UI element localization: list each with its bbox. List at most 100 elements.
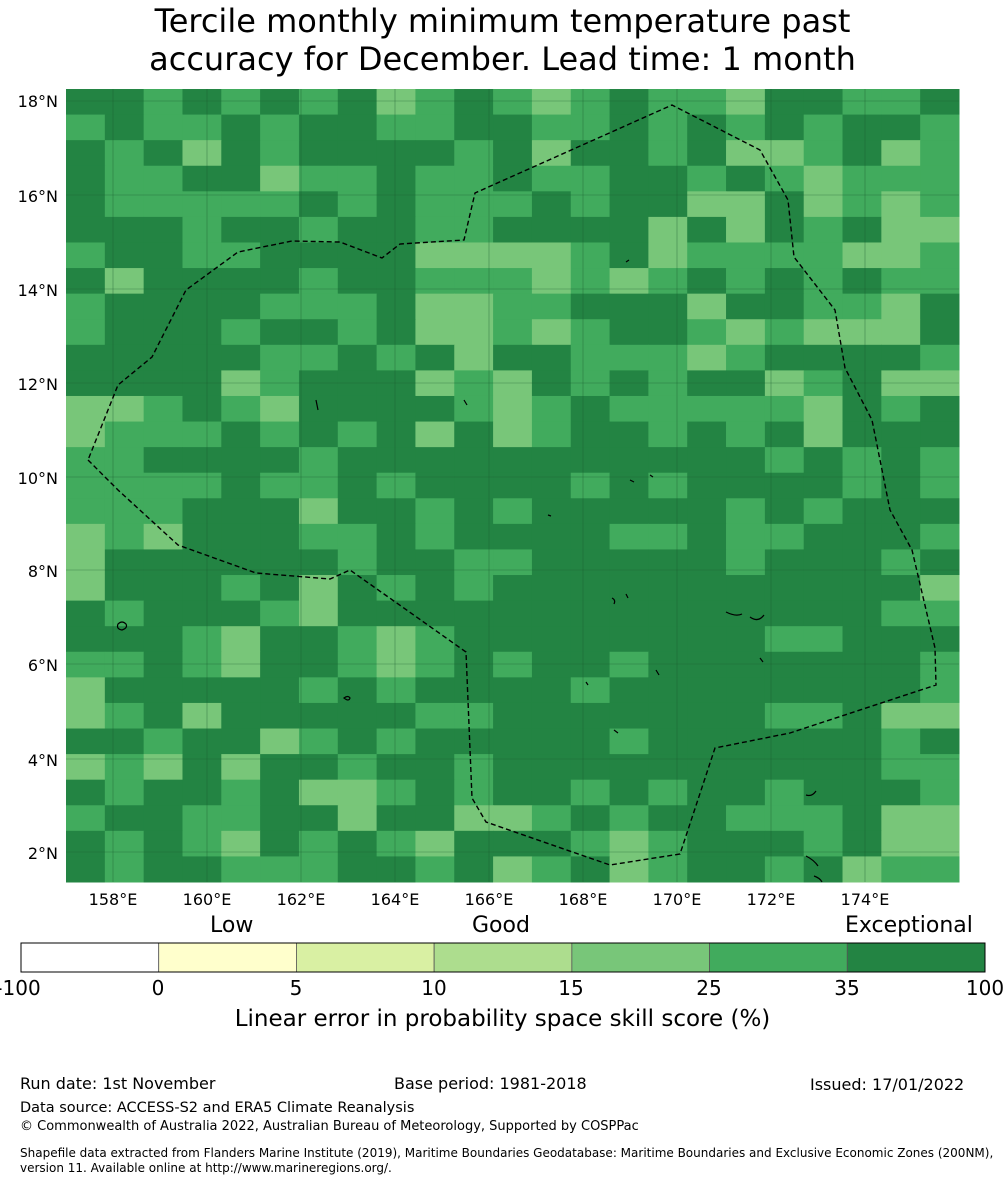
grid-cell [920, 472, 960, 499]
grid-cell [376, 856, 416, 883]
grid-cell [66, 395, 106, 423]
grid-cell [842, 549, 882, 576]
grid-cell [454, 165, 494, 192]
grid-cell [454, 702, 494, 730]
grid-cell [570, 114, 611, 141]
grid-cell [764, 114, 805, 141]
grid-cell [726, 754, 766, 781]
grid-cell [764, 805, 805, 832]
grid-cell [66, 626, 106, 653]
grid-cell [454, 268, 494, 295]
grid-cell [298, 165, 339, 192]
grid-cell [687, 575, 727, 602]
shapefile-credit-line-2: version 11. Available online at http://w… [20, 1161, 392, 1175]
grid-cell [726, 600, 766, 627]
grid-cell [531, 191, 572, 218]
grid-cell [920, 191, 960, 218]
grid-cell [454, 114, 494, 141]
grid-cell [260, 626, 300, 653]
grid-cell [182, 600, 222, 627]
grid-cell [493, 421, 533, 448]
grid-cell [143, 447, 183, 474]
grid-cell [842, 447, 882, 474]
grid-cell [454, 319, 494, 346]
grid-cell [182, 447, 222, 474]
grid-cell [803, 114, 844, 141]
grid-cell [493, 191, 533, 218]
grid-cell [298, 728, 339, 755]
grid-cell [920, 319, 960, 346]
grid-cell [764, 140, 805, 167]
grid-cell [881, 651, 921, 678]
grid-cell [842, 89, 882, 116]
grid-cell [337, 242, 378, 269]
grid-cell [531, 677, 572, 704]
grid-cell [764, 447, 805, 474]
grid-cell [648, 319, 688, 346]
grid-cell [260, 370, 300, 397]
grid-cell [531, 651, 572, 678]
grid-cell [260, 498, 300, 525]
grid-cell [415, 626, 455, 653]
grid-cell [687, 600, 727, 627]
grid-cell [454, 293, 494, 320]
grid-cell [764, 523, 805, 550]
grid-cell [920, 702, 960, 730]
grid-cell [920, 447, 960, 474]
grid-cell [182, 242, 222, 269]
grid-cell [648, 242, 688, 269]
grid-cell [143, 89, 183, 116]
grid-cell [66, 191, 106, 218]
grid-cell [726, 319, 766, 346]
grid-cell [726, 447, 766, 474]
grid-cell [842, 702, 882, 730]
grid-cell [726, 216, 766, 243]
grid-cell [415, 523, 455, 550]
grid-cell [143, 191, 183, 218]
grid-cell [260, 779, 300, 806]
grid-cell [221, 728, 261, 755]
grid-cell [104, 523, 145, 550]
grid-cell [143, 114, 183, 141]
grid-cell [415, 191, 455, 218]
grid-cell [376, 472, 416, 499]
grid-cell [764, 421, 805, 448]
grid-cell [687, 472, 727, 499]
grid-cell [531, 242, 572, 269]
lon-label-166e: 166°E [464, 890, 514, 909]
grid-cell [337, 319, 378, 346]
grid-cell [648, 344, 688, 371]
grid-cell [803, 344, 844, 371]
grid-cell [803, 395, 844, 423]
grid-cell [687, 344, 727, 371]
grid-cell [104, 677, 145, 704]
grid-cell [842, 472, 882, 499]
grid-cell [803, 626, 844, 653]
legend-exceptional-label: Exceptional [845, 913, 973, 938]
grid-cell [687, 856, 727, 883]
grid-cell [298, 702, 339, 730]
grid-cell [143, 626, 183, 653]
grid-cell [104, 856, 145, 883]
grid-cell [648, 447, 688, 474]
grid-cell [104, 626, 145, 653]
grid-cell [687, 754, 727, 781]
grid-cell [764, 600, 805, 627]
grid-cell [842, 268, 882, 295]
grid-cell [609, 523, 649, 550]
grid-cell [570, 830, 611, 857]
grid-cell [182, 754, 222, 781]
grid-cell [648, 523, 688, 550]
grid-cell [376, 549, 416, 576]
grid-cell [415, 728, 455, 755]
grid-cell [609, 89, 649, 116]
grid-cell [531, 626, 572, 653]
grid-cell [493, 140, 533, 167]
grid-cell [842, 319, 882, 346]
grid-cell [298, 191, 339, 218]
grid-cell [881, 677, 921, 704]
lat-label-2n: 2°N [27, 844, 58, 863]
grid-cell [143, 575, 183, 602]
grid-cell [842, 754, 882, 781]
grid-cell [531, 114, 572, 141]
